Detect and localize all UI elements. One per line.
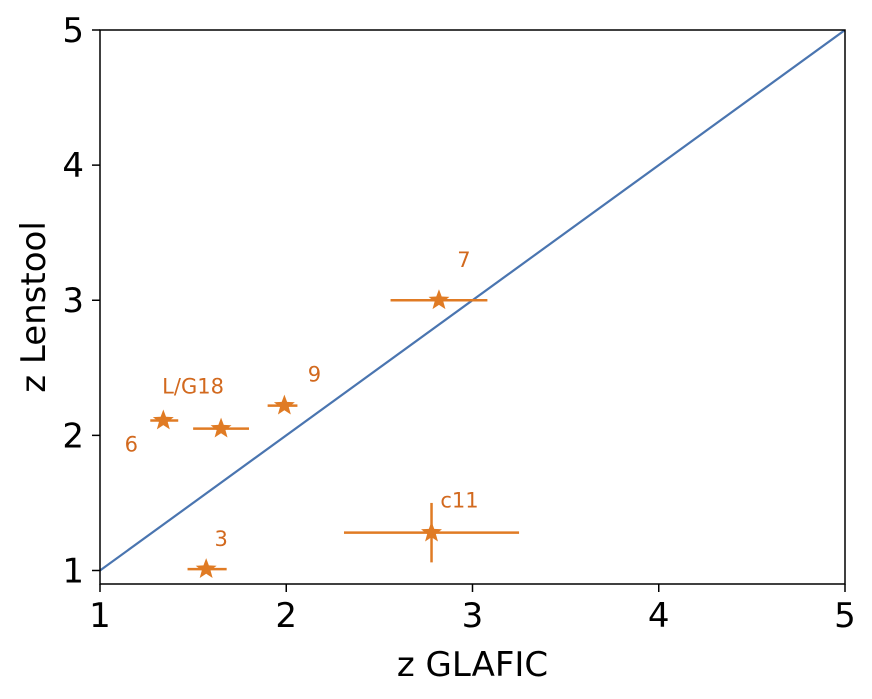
point-label: 7 [457,248,470,272]
x-axis-label: z GLAFIC [397,645,548,685]
point-labels: 7 9 L/G18 6 c11 3 [125,248,479,551]
star-marker [421,521,442,542]
plot-area [100,30,845,579]
star-marker [273,394,295,415]
y-tick-label: 5 [62,11,84,51]
point-label: 9 [308,363,321,387]
point-label: c11 [440,489,478,513]
x-tick-label: 4 [648,596,670,636]
data-point-2 [267,394,298,415]
y-tick-label: 1 [62,551,84,591]
y-tick-label: 4 [62,146,84,186]
star-marker [428,289,450,310]
x-axis: 1 2 3 4 5 [89,584,856,636]
y-axis: 1 2 3 4 5 [62,11,100,591]
y-axis-label: z Lenstool [14,221,54,393]
star-marker [195,558,217,579]
star-marker [152,409,174,430]
x-tick-label: 2 [275,596,297,636]
point-label: L/G18 [162,375,224,399]
data-point-5 [343,502,520,563]
data-point-6 [187,558,227,579]
point-label: 3 [214,527,227,551]
star-marker [210,417,232,438]
x-tick-label: 1 [89,596,111,636]
data-point-3 [193,417,249,438]
data-point-4 [150,409,179,430]
data-point-1 [390,289,488,310]
point-label: 6 [125,433,138,457]
x-tick-label: 3 [462,596,484,636]
y-tick-label: 3 [62,281,84,321]
x-tick-label: 5 [834,596,856,636]
y-tick-label: 2 [62,416,84,456]
